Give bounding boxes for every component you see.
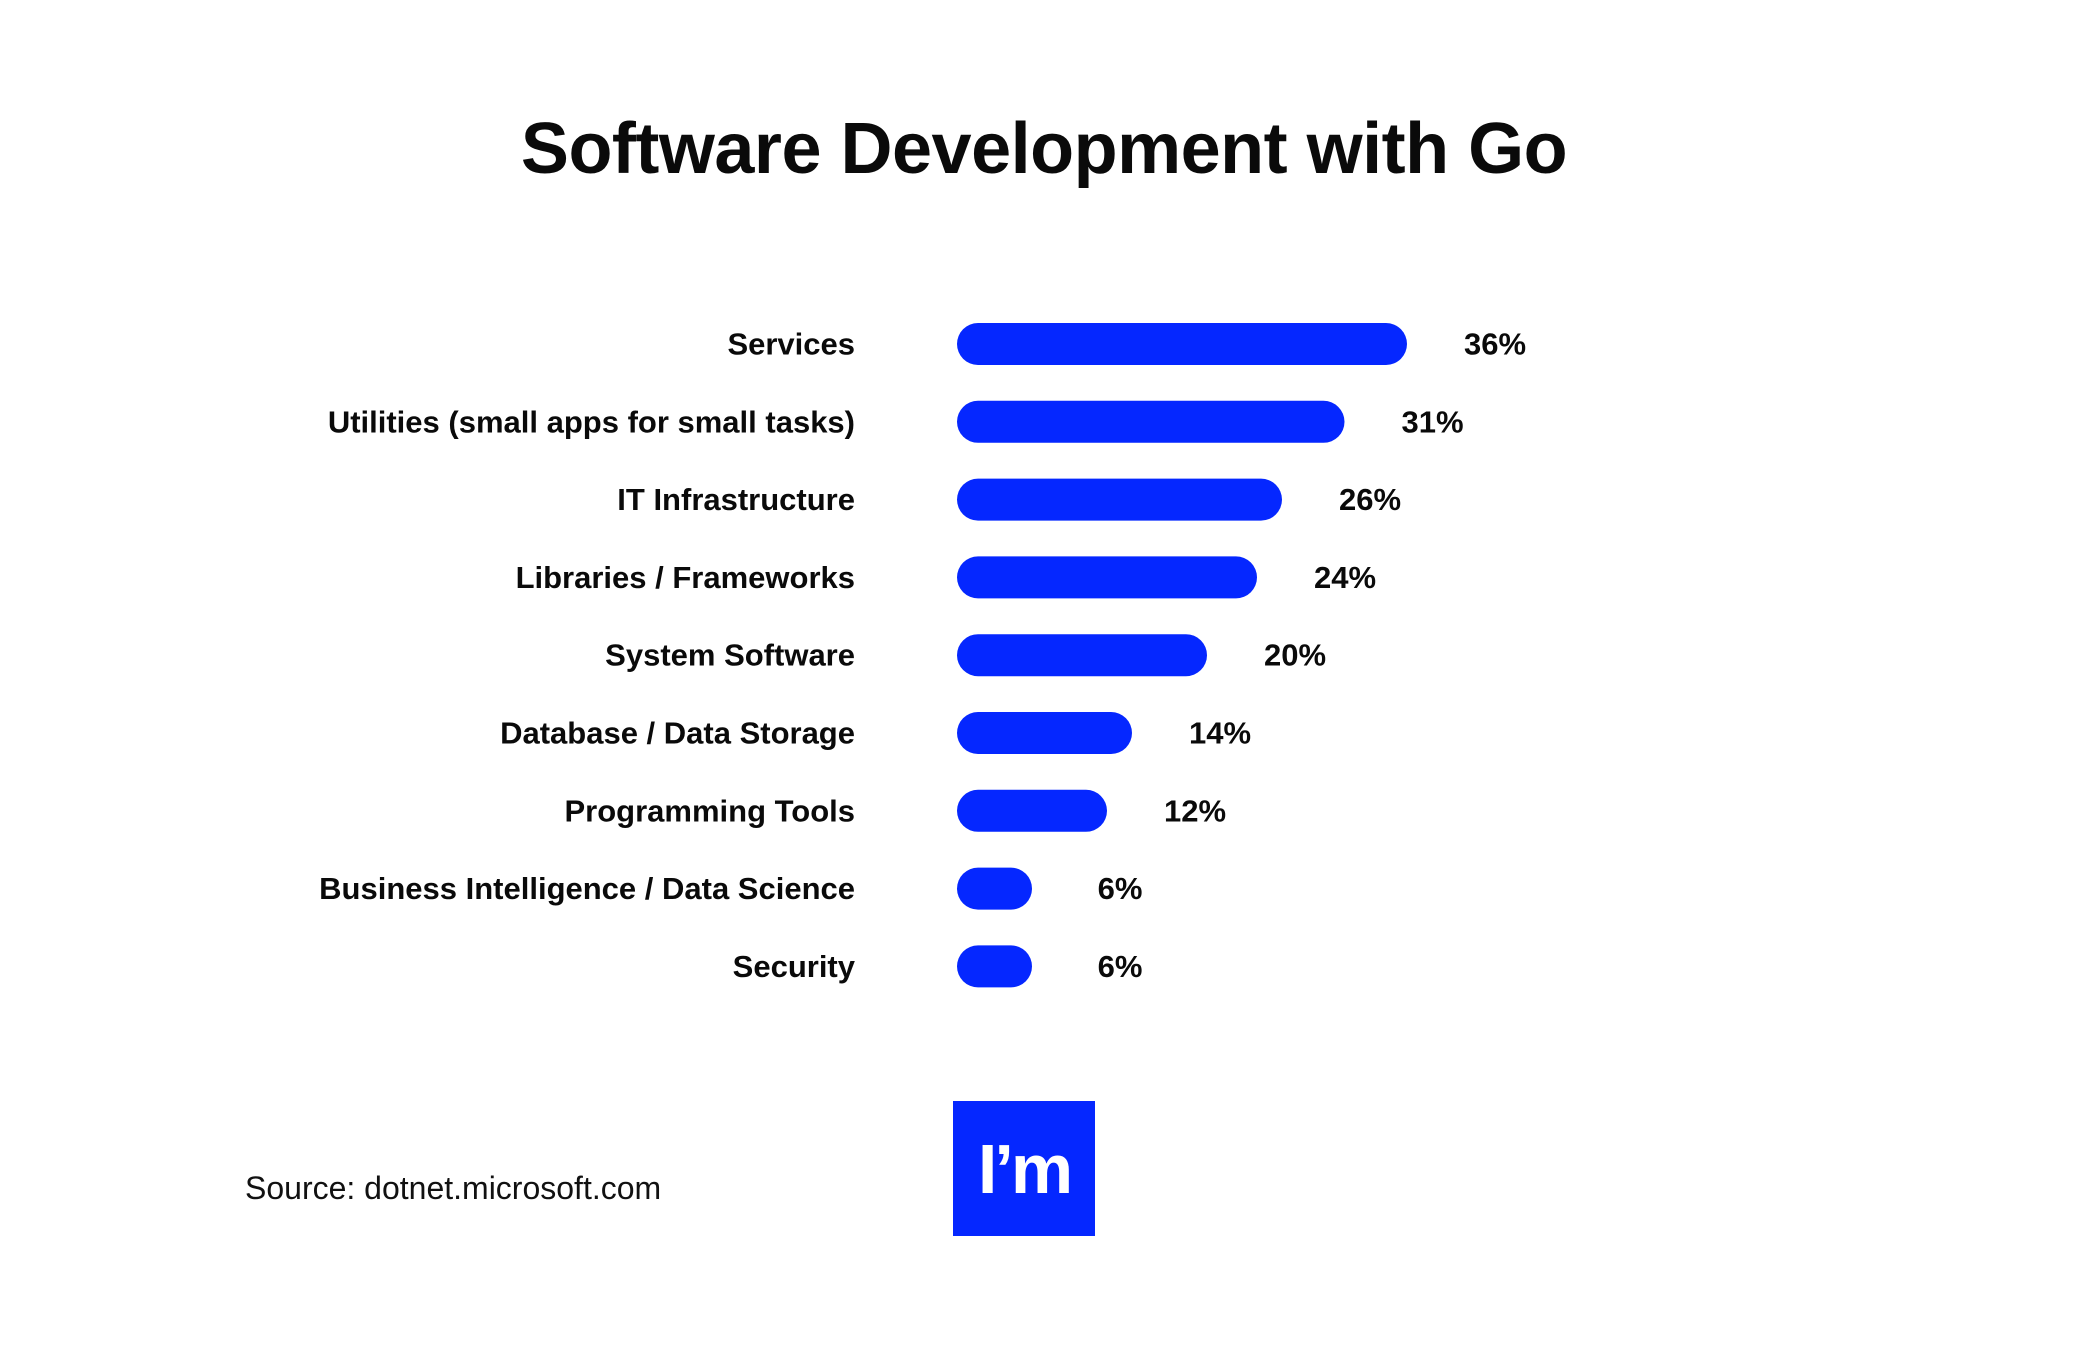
category-label: Services	[727, 327, 855, 362]
brand-logo-text: I’m	[977, 1129, 1073, 1208]
category-label: Utilities (small apps for small tasks)	[328, 404, 855, 439]
bar	[957, 789, 1107, 832]
bar	[957, 634, 1207, 677]
source-note: Source: dotnet.microsoft.com	[245, 1170, 662, 1206]
category-label: Programming Tools	[564, 793, 855, 828]
brand-logo: I’m	[953, 1101, 1095, 1236]
bar	[957, 323, 1407, 365]
category-label: Libraries / Frameworks	[516, 560, 855, 595]
bar	[957, 867, 1032, 910]
value-label: 12%	[1164, 793, 1226, 828]
bar	[957, 556, 1257, 599]
bar	[957, 945, 1032, 988]
bar	[957, 712, 1132, 754]
bar	[957, 478, 1282, 521]
category-label: Business Intelligence / Data Science	[319, 871, 855, 906]
value-label: 24%	[1314, 560, 1376, 595]
category-label: Database / Data Storage	[500, 716, 855, 751]
value-label: 14%	[1189, 716, 1251, 751]
category-label: IT Infrastructure	[617, 482, 855, 517]
value-label: 36%	[1464, 327, 1526, 362]
chart-title: Software Development with Go	[520, 109, 1568, 189]
category-label: System Software	[605, 638, 855, 673]
value-label: 31%	[1401, 404, 1463, 439]
category-label: Security	[733, 949, 856, 984]
value-label: 20%	[1264, 638, 1326, 673]
value-label: 6%	[1098, 871, 1143, 906]
bar	[957, 400, 1345, 443]
value-label: 6%	[1098, 949, 1143, 984]
value-label: 26%	[1339, 482, 1401, 517]
